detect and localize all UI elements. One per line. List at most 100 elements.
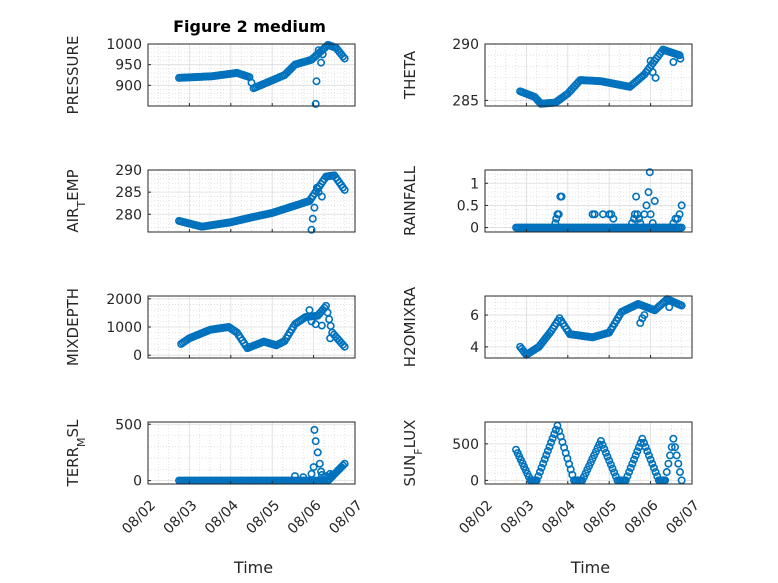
y-tick-label: 2000 [106,292,142,308]
data-point [317,192,326,201]
data-point [646,455,655,464]
data-point [311,437,320,446]
y-tick-label: 0.5 [457,198,479,214]
data-point [626,463,635,472]
y-axis-label-part: THETA [401,50,419,100]
y-axis-label-part: H2OMIXRA [401,286,419,367]
data-point [534,472,543,481]
data-point [625,468,634,477]
data-point [662,468,671,477]
data-point [671,443,680,452]
y-tick-label: 0 [133,348,142,364]
y-tick-label: 1 [470,176,479,192]
data-point [543,446,552,455]
x-tick-label: 08/04 [202,497,242,537]
x-tick-label: 08/06 [622,497,662,537]
data-point [646,210,655,219]
y-tick-label: 290 [452,37,479,53]
axes-box [484,295,693,359]
data-point [596,436,605,445]
data-point [539,459,548,468]
data-point [603,452,612,461]
x-tick-label: 08/07 [326,497,366,537]
data-point [307,469,316,478]
y-tick-label: 4 [470,340,479,356]
data-point [318,50,327,59]
y-axis-label-subscript: M [75,437,88,447]
data-point [312,183,321,192]
y-axis-label-subscript: F [412,448,425,454]
data-point [664,459,673,468]
data-point [326,334,335,343]
data-point [317,321,326,330]
data-point [650,197,659,206]
data-point [675,51,684,60]
data-point [547,438,556,447]
data-point [674,459,683,468]
data-point [646,56,655,65]
data-point [669,434,678,443]
y-tick-label: 500 [115,417,142,433]
data-point [610,468,619,477]
data-point [313,448,322,457]
data-point [677,201,686,210]
x-tick-label: 08/06 [285,497,325,537]
data-point [672,451,681,460]
x-axis-label: Time [570,558,610,577]
data-point [338,461,347,470]
data-point [644,451,653,460]
data-point [627,219,636,228]
subplot-pressure: 900 950 1000 PRESSURE Figure 2 medium [64,17,356,115]
y-tick-label: 950 [115,58,142,74]
y-axis-label-part: EMP [64,169,82,200]
data-point [677,301,686,310]
subplot-theta: 285 290 THETA [401,37,693,109]
axes-box [484,43,693,107]
data-point [305,306,314,315]
data-point [548,434,557,443]
data-point [673,214,682,223]
data-point [677,223,686,232]
y-tick-label: 0 [470,221,479,237]
data-point [633,447,642,456]
y-tick-label: 280 [115,207,142,223]
axes-box [147,421,356,485]
data-point [648,219,657,228]
data-point [605,456,614,465]
data-point [635,214,644,223]
data-point [340,342,349,351]
data-point [590,210,599,219]
y-axis-label: PRESSURE [64,36,82,115]
data-point [630,455,639,464]
data-point [557,192,566,201]
axes-box [147,169,356,233]
data-point [609,214,618,223]
subplot-h2omixra: 4 6 H2OMIXRA [401,286,693,367]
data-point [598,440,607,449]
x-tick-label: 08/03 [161,497,201,537]
data-point [307,225,316,234]
data-point [632,192,641,201]
y-axis-label: AIRTEMP [64,169,88,232]
data-point [643,447,652,456]
data-point [299,473,308,482]
y-axis-label: SUNFLUX [401,420,425,487]
y-axis-label: TERRMSL [64,419,88,488]
data-point [308,214,317,223]
y-axis-label-part: SUN [401,455,419,487]
y-axis-label: THETA [401,50,419,100]
data-point [312,77,321,86]
data-point [651,73,660,82]
x-tick-label: 08/05 [243,497,283,537]
y-axis-label: H2OMIXRA [401,286,419,367]
data-point [340,185,349,194]
data-point [649,463,658,472]
data-point [669,58,678,67]
axes-box [484,421,693,485]
subplot-mixdepth: 0 1000 2000 MIXDEPTH [64,288,356,366]
y-axis-label: RAINFALL [401,165,419,236]
data-point [309,463,318,472]
x-tick-label: 08/05 [580,497,620,537]
x-tick-label: 08/02 [119,497,159,537]
